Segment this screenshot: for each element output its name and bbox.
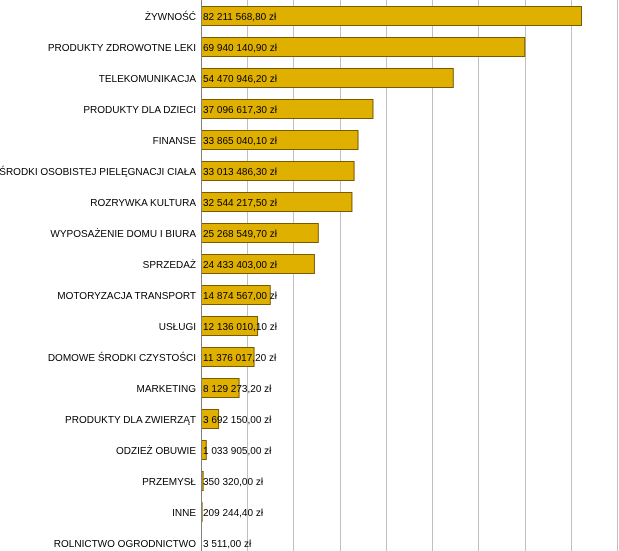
category-label: MARKETING [137, 384, 197, 395]
category-label: PRODUKTY DLA DZIECI [83, 105, 196, 116]
value-label: 33 865 040,10 zł [203, 136, 278, 147]
grid-lines [247, 0, 618, 551]
category-label: WYPOSAŻENIE DOMU I BIURA [50, 227, 196, 240]
category-label: FINANSE [153, 136, 197, 147]
value-label: 350 320,00 zł [203, 477, 264, 488]
value-label: 12 136 010,10 zł [203, 322, 278, 333]
category-label: SPRZEDAŻ [143, 258, 196, 271]
value-label: 1 033 905,00 zł [203, 446, 272, 457]
category-label: PRODUKTY ZDROWOTNE LEKI [48, 43, 196, 54]
value-label: 8 129 273,20 zł [203, 384, 272, 395]
value-label: 25 268 549,70 zł [203, 229, 278, 240]
category-label: MOTORYZACJA TRANSPORT [57, 291, 196, 302]
value-label: 14 874 567,00 zł [203, 291, 278, 302]
category-label: DOMOWE ŚRODKI CZYSTOŚCI [48, 351, 196, 364]
category-label: ROZRYWKA KULTURA [90, 198, 196, 209]
value-label: 33 013 486,30 zł [203, 167, 278, 178]
value-label: 82 211 568,80 zł [203, 12, 277, 23]
value-label: 3 511,00 zł [203, 539, 252, 550]
value-label: 209 244,40 zł [203, 508, 264, 519]
value-label: 24 433 403,00 zł [203, 260, 278, 271]
category-label: PRODUKTY DLA ZWIERZĄT [65, 415, 196, 426]
value-label: 54 470 946,20 zł [203, 74, 278, 85]
category-label: TELEKOMUNIKACJA [99, 74, 197, 85]
category-label: ŻYWNOŚĆ [145, 10, 196, 23]
value-label: 37 096 617,30 zł [203, 105, 278, 116]
category-label: INNE [172, 508, 196, 519]
category-label: USŁUGI [159, 322, 196, 333]
value-label: 32 544 217,50 zł [203, 198, 278, 209]
value-label: 69 940 140,90 zł [203, 43, 278, 54]
category-label: PRZEMYSŁ [142, 477, 196, 488]
category-label: ŚRODKI OSOBISTEJ PIELĘGNACJI CIAŁA [0, 165, 196, 178]
category-labels: ŻYWNOŚĆ PRODUKTY ZDROWOTNE LEKI TELEKOMUNI… [0, 10, 196, 550]
value-label: 3 692 150,00 zł [203, 415, 272, 426]
value-labels: 82 211 568,80 zł 69 940 140,90 zł 54 470 9… [203, 12, 278, 550]
category-label: ODZIEŻ OBUWIE [116, 444, 196, 457]
category-label: ROLNICTWO OGRODNICTWO [54, 539, 196, 550]
bars [201, 6, 583, 551]
value-label: 11 376 017,20 zł [203, 353, 277, 364]
